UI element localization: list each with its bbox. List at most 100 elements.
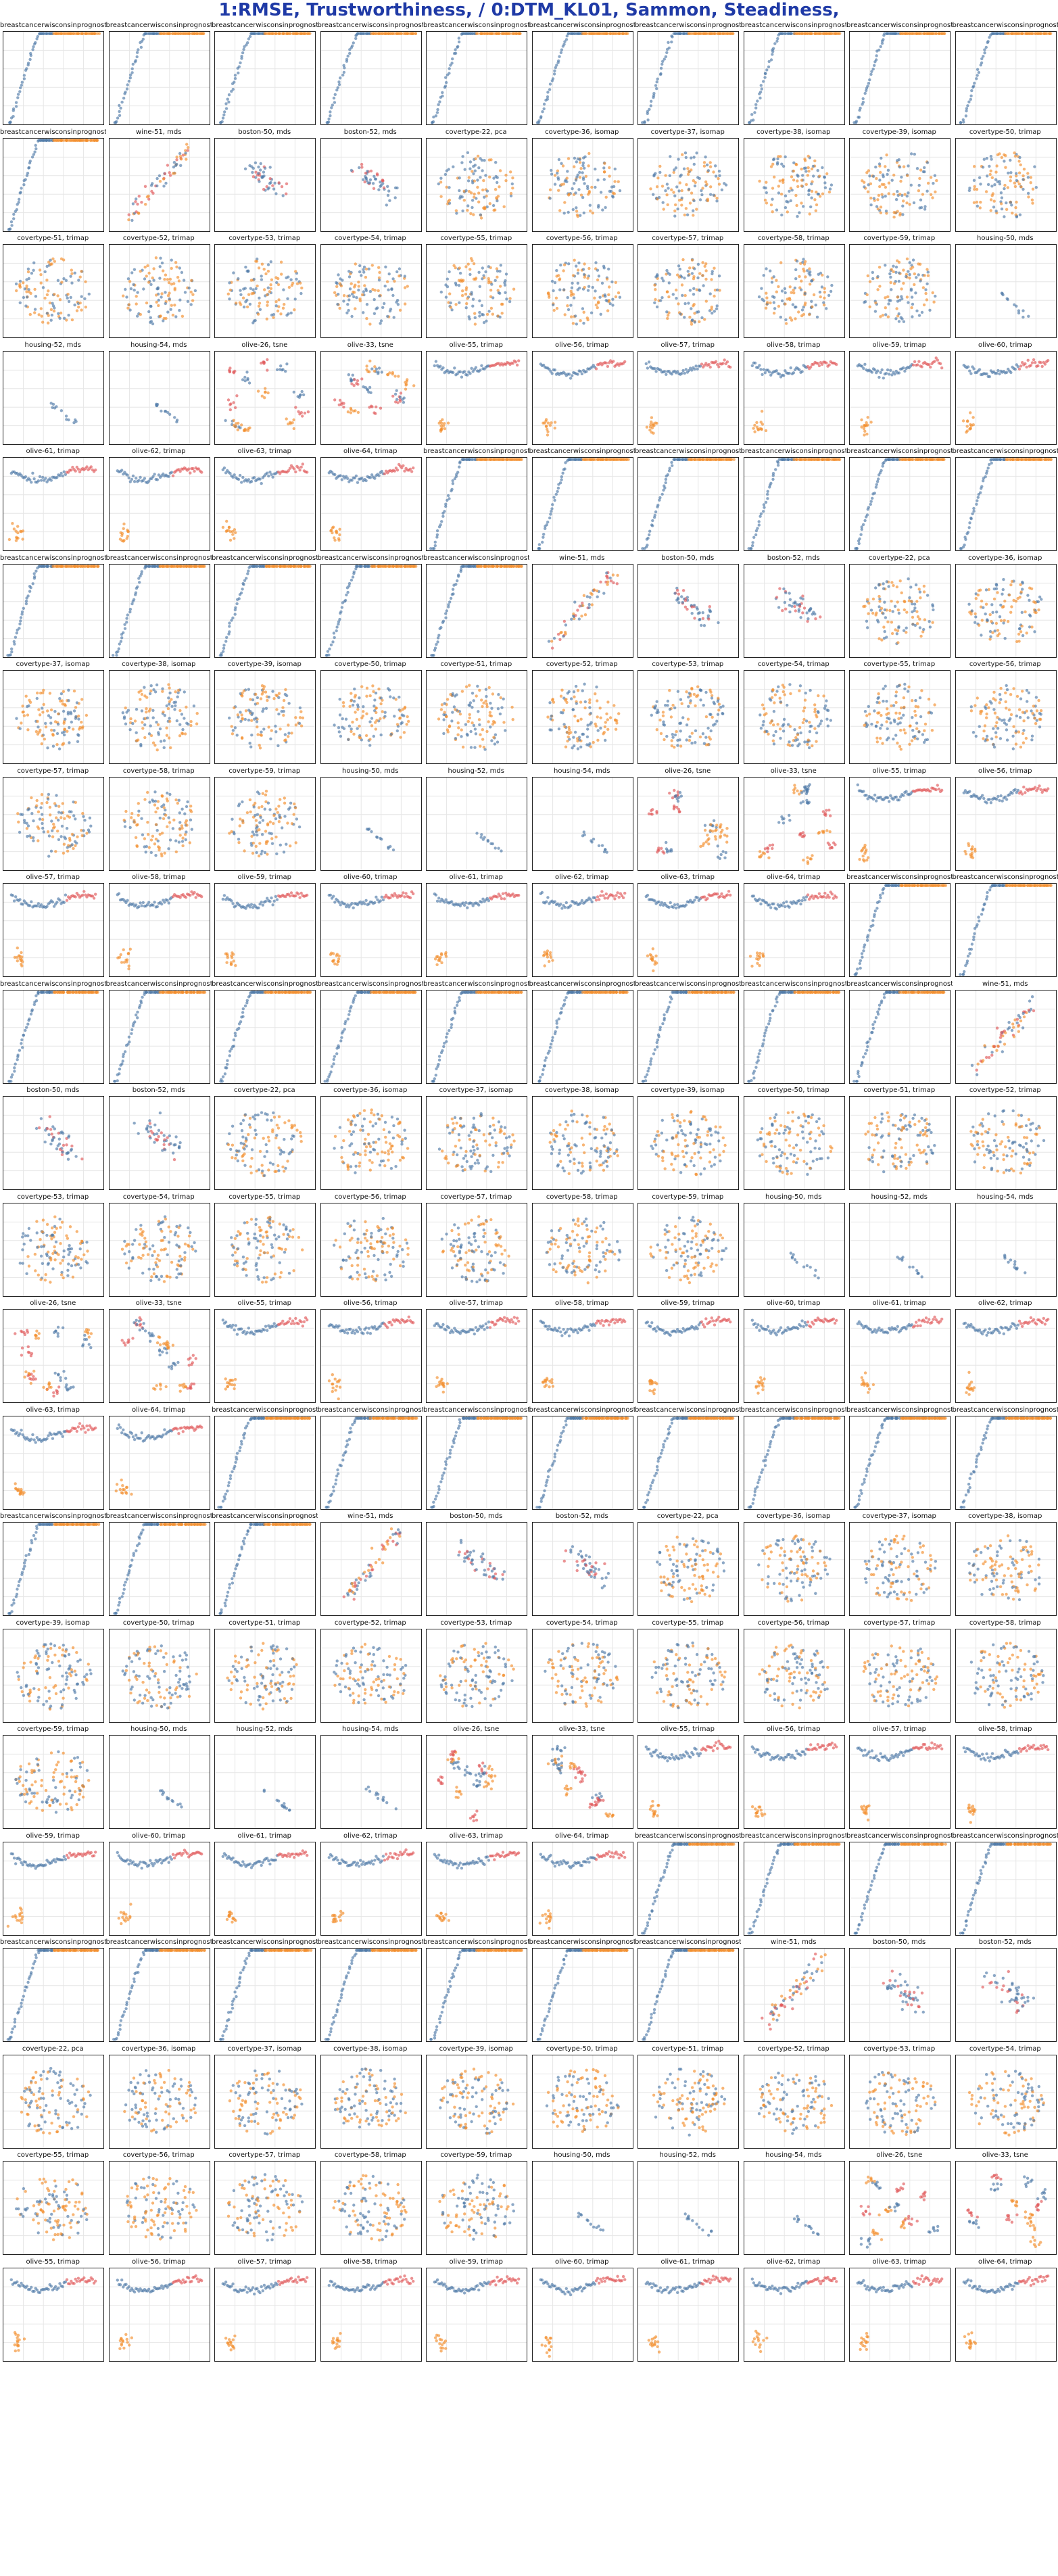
- scatter-point: [337, 537, 340, 540]
- scatter-point: [562, 211, 566, 214]
- scatter-point: [692, 209, 695, 212]
- scatter-point: [871, 496, 874, 500]
- scatter-point: [602, 177, 606, 181]
- scatter-point: [866, 274, 869, 278]
- scatter-point: [879, 170, 882, 174]
- scatter-point: [664, 481, 667, 485]
- scatter-point: [118, 642, 121, 646]
- scatter-point: [65, 417, 68, 421]
- scatter-point: [141, 479, 145, 482]
- scatter-point: [708, 292, 712, 295]
- scatter-point: [395, 389, 398, 392]
- scatter-point: [872, 196, 876, 200]
- scatter-point: [666, 314, 670, 317]
- scatter-point: [666, 473, 669, 477]
- scatter-point: [660, 277, 664, 280]
- scatter-point: [980, 57, 983, 61]
- scatter-point: [581, 321, 585, 325]
- scatter-point: [880, 368, 884, 371]
- scatter-point: [556, 486, 560, 490]
- scatter-point: [267, 474, 270, 478]
- panel-title: breastcancerwisconsinprognostic: [0, 20, 106, 30]
- scatter-point: [257, 266, 261, 270]
- panel-title: covertype-52, trimap: [106, 233, 212, 243]
- scatter-point: [448, 67, 451, 70]
- scatter-point: [1029, 175, 1032, 179]
- scatter-point: [663, 57, 666, 61]
- scatter-point: [387, 272, 391, 276]
- scatter-point: [997, 151, 1001, 156]
- scatter-point: [886, 315, 890, 318]
- scatter-point: [399, 391, 402, 395]
- scatter-point: [49, 258, 52, 262]
- scatter-point: [183, 149, 187, 152]
- scatter-point: [279, 364, 283, 367]
- scatter-point: [646, 366, 650, 370]
- scatter-point: [70, 281, 74, 285]
- scatter-point: [587, 266, 591, 270]
- scatter-point: [354, 262, 357, 266]
- scatter-point: [917, 189, 921, 192]
- scatter-point: [759, 420, 763, 424]
- scatter-point: [120, 469, 123, 472]
- scatter-point: [994, 178, 997, 181]
- scatter-point: [925, 189, 929, 193]
- scatter-panel: housing-50, mds: [953, 233, 1058, 340]
- scatter-point: [135, 210, 138, 213]
- scatter-point: [120, 100, 124, 104]
- scatter-svg: [215, 351, 315, 444]
- scatter-point: [122, 97, 125, 100]
- scatter-svg: [320, 245, 421, 337]
- scatter-point: [911, 302, 915, 306]
- scatter-point: [776, 285, 780, 289]
- scatter-point: [861, 178, 864, 182]
- scatter-point: [161, 319, 164, 323]
- scatter-point: [358, 270, 361, 274]
- scatter-point: [45, 293, 49, 297]
- scatter-point: [553, 368, 556, 371]
- scatter-point: [49, 479, 53, 482]
- scatter-point: [393, 392, 397, 396]
- scatter-point: [884, 194, 887, 197]
- scatter-point: [201, 32, 205, 35]
- scatter-point: [1022, 167, 1026, 170]
- scatter-point: [406, 285, 409, 288]
- scatter-point: [243, 427, 247, 431]
- scatter-point: [798, 286, 801, 289]
- scatter-point: [333, 93, 337, 96]
- scatter-point: [349, 378, 353, 381]
- scatter-point: [383, 284, 387, 288]
- scatter-point: [894, 270, 898, 274]
- scatter-point: [755, 99, 759, 103]
- scatter-point: [154, 293, 158, 297]
- scatter-point: [819, 271, 822, 275]
- scatter-point: [237, 477, 241, 481]
- scatter-point: [39, 479, 43, 482]
- scatter-svg: [109, 245, 210, 337]
- scatter-point: [1030, 32, 1034, 35]
- scatter-point: [130, 477, 133, 481]
- scatter-point: [299, 465, 303, 469]
- scatter-point: [646, 110, 650, 114]
- scatter-point: [936, 358, 939, 362]
- scatter-point: [548, 516, 551, 520]
- scatter-point: [658, 368, 663, 371]
- scatter-point: [260, 481, 263, 485]
- scatter-point: [567, 32, 570, 35]
- scatter-point: [855, 120, 859, 123]
- scatter-point: [59, 471, 63, 475]
- scatter-point: [562, 467, 567, 471]
- scatter-point: [362, 270, 365, 274]
- scatter-point: [141, 37, 145, 41]
- scatter-point: [794, 458, 798, 461]
- scatter-point: [460, 160, 464, 164]
- scatter-point: [871, 174, 875, 178]
- scatter-point: [377, 294, 381, 297]
- scatter-point: [683, 302, 687, 306]
- scatter-point: [775, 39, 779, 43]
- scatter-point: [890, 373, 894, 377]
- scatter-point: [440, 421, 443, 425]
- scatter-point: [346, 410, 350, 413]
- scatter-point: [34, 41, 37, 45]
- scatter-point: [581, 164, 585, 167]
